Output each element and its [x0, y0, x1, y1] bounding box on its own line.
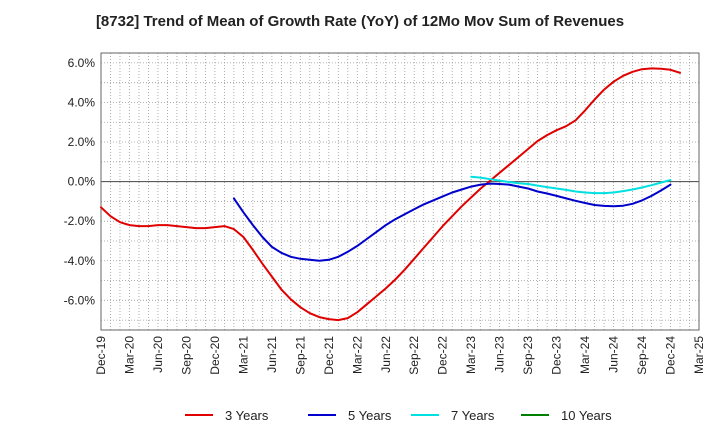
x-tick-label: Sep-21: [293, 336, 307, 375]
x-tick-label: Mar-21: [236, 336, 250, 374]
x-tick-label: Jun-20: [151, 336, 165, 373]
x-tick-label: Jun-24: [607, 336, 621, 373]
x-tick-label: Dec-19: [94, 336, 108, 375]
x-tick-label: Dec-24: [664, 336, 678, 375]
x-tick-label: Jun-21: [265, 336, 279, 373]
x-tick-label: Mar-25: [692, 336, 706, 374]
x-tick-label: Jun-22: [379, 336, 393, 373]
y-tick-label: -2.0%: [64, 214, 96, 228]
x-tick-label: Mar-22: [350, 336, 364, 374]
x-tick-label: Dec-22: [436, 336, 450, 375]
x-tick-label: Mar-24: [578, 336, 592, 374]
x-tick-label: Sep-22: [407, 336, 421, 375]
y-tick-label: 0.0%: [68, 175, 96, 189]
plot-area: [101, 53, 699, 330]
x-tick-label: Mar-23: [464, 336, 478, 374]
x-tick-label: Sep-24: [635, 336, 649, 375]
legend-label-7-years: 7 Years: [451, 408, 495, 423]
plot-frame: [100, 52, 700, 331]
legend-label-10-years: 10 Years: [561, 408, 612, 423]
x-tick-label: Sep-20: [179, 336, 193, 375]
y-tick-label: 2.0%: [68, 135, 96, 149]
y-tick-label: -4.0%: [64, 254, 96, 268]
x-tick-label: Sep-23: [521, 336, 535, 375]
series-line-7-years: [470, 175, 672, 195]
y-tick-label: 6.0%: [68, 56, 96, 70]
x-tick-label: Dec-21: [322, 336, 336, 375]
x-tick-label: Dec-20: [208, 336, 222, 375]
x-tick-label: Dec-23: [550, 336, 564, 375]
y-tick-label: 4.0%: [68, 95, 96, 109]
legend-label-3-years: 3 Years: [225, 408, 269, 423]
series-line-3-years: [100, 67, 681, 322]
legend-label-5-years: 5 Years: [348, 408, 392, 423]
y-tick-label: -6.0%: [64, 293, 96, 307]
chart-title: [8732] Trend of Mean of Growth Rate (YoY…: [95, 13, 625, 30]
x-tick-label: Mar-20: [122, 336, 136, 374]
series-line-5-years: [232, 182, 672, 262]
x-tick-label: Jun-23: [493, 336, 507, 373]
